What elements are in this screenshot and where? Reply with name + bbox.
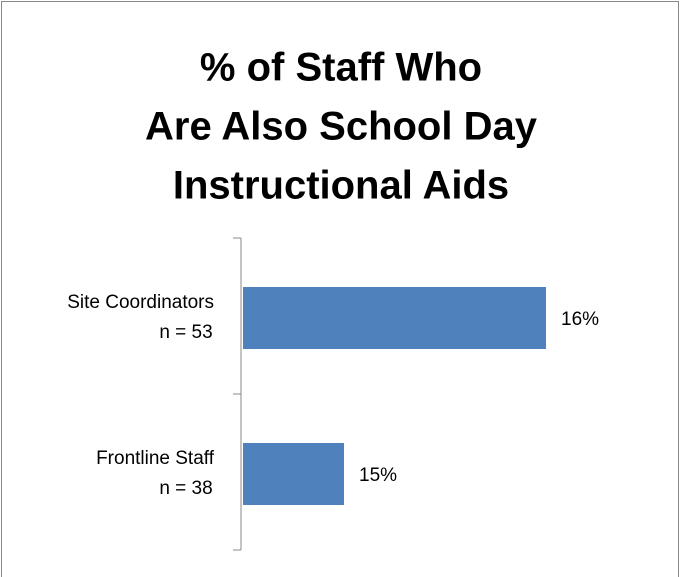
chart-title: Are Also School Day — [145, 105, 538, 149]
value-label: 15% — [359, 465, 397, 486]
chart-title: Instructional Aids — [173, 164, 509, 208]
value-label: 16% — [561, 309, 599, 330]
bar — [243, 443, 344, 505]
category-label: Site Coordinators — [67, 292, 214, 313]
category-label: n = 38 — [159, 478, 212, 499]
category-label: Frontline Staff — [96, 448, 215, 469]
chart-title: % of Staff Who — [200, 46, 482, 90]
category-label: n = 53 — [159, 322, 212, 343]
bar — [243, 287, 546, 349]
